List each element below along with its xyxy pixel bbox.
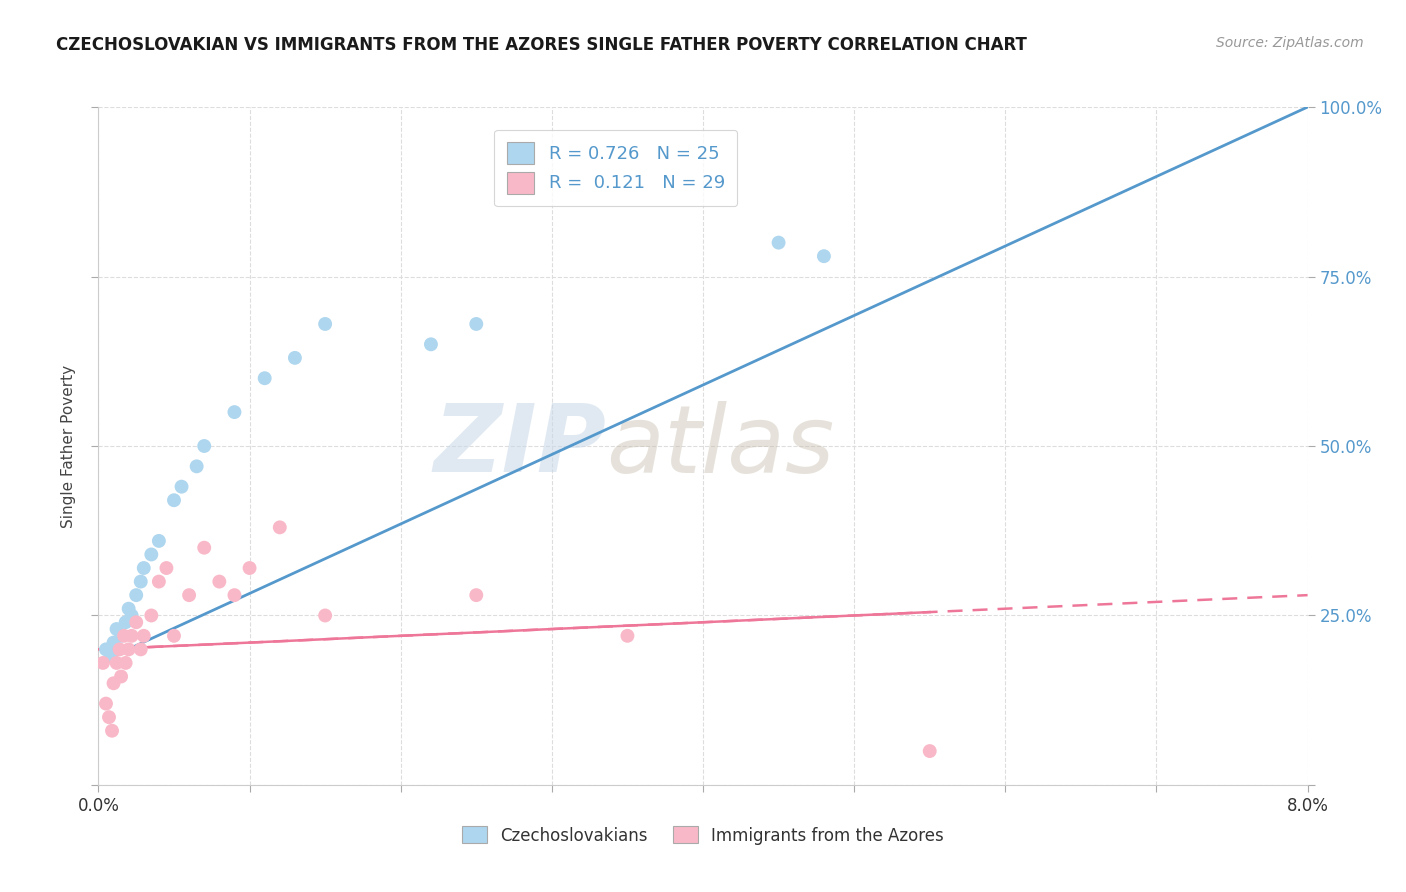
Point	[193, 439, 215, 453]
Legend: Czechoslovakians, Immigrants from the Azores: Czechoslovakians, Immigrants from the Az…	[456, 820, 950, 851]
Point	[121, 608, 143, 623]
Point	[110, 669, 132, 683]
Point	[170, 480, 193, 494]
Point	[103, 676, 125, 690]
Point	[616, 629, 638, 643]
Point	[114, 656, 136, 670]
Point	[108, 642, 131, 657]
Point	[148, 533, 170, 548]
Point	[103, 635, 125, 649]
Point	[224, 405, 246, 419]
Point	[208, 574, 231, 589]
Point	[465, 317, 488, 331]
Point	[101, 723, 124, 738]
Point	[163, 493, 186, 508]
Point	[125, 615, 148, 630]
Point	[105, 656, 128, 670]
Point	[129, 574, 152, 589]
Point	[193, 541, 215, 555]
Point	[98, 710, 121, 724]
Point	[420, 337, 443, 351]
Point	[91, 656, 114, 670]
Point	[269, 520, 291, 534]
Point	[253, 371, 276, 385]
Point	[121, 629, 143, 643]
Point	[314, 608, 336, 623]
Point	[284, 351, 307, 365]
Point	[224, 588, 246, 602]
Point	[918, 744, 941, 758]
Point	[141, 548, 163, 562]
Text: ZIP: ZIP	[433, 400, 606, 492]
Point	[94, 642, 117, 657]
Point	[768, 235, 790, 250]
Point	[155, 561, 177, 575]
Point	[125, 588, 148, 602]
Point	[148, 574, 170, 589]
Point	[132, 561, 155, 575]
Point	[314, 317, 336, 331]
Point	[179, 588, 201, 602]
Point	[132, 629, 155, 643]
Point	[94, 697, 117, 711]
Point	[465, 588, 488, 602]
Point	[239, 561, 262, 575]
Point	[100, 649, 122, 664]
Point	[186, 459, 208, 474]
Y-axis label: Single Father Poverty: Single Father Poverty	[60, 365, 76, 527]
Point	[110, 629, 132, 643]
Point	[118, 642, 141, 657]
Text: atlas: atlas	[606, 401, 835, 491]
Point	[112, 629, 135, 643]
Point	[141, 608, 163, 623]
Point	[105, 622, 128, 636]
Point	[163, 629, 186, 643]
Text: CZECHOSLOVAKIAN VS IMMIGRANTS FROM THE AZORES SINGLE FATHER POVERTY CORRELATION : CZECHOSLOVAKIAN VS IMMIGRANTS FROM THE A…	[56, 36, 1028, 54]
Text: Source: ZipAtlas.com: Source: ZipAtlas.com	[1216, 36, 1364, 50]
Point	[813, 249, 835, 263]
Point	[114, 615, 136, 630]
Point	[129, 642, 152, 657]
Point	[118, 601, 141, 615]
